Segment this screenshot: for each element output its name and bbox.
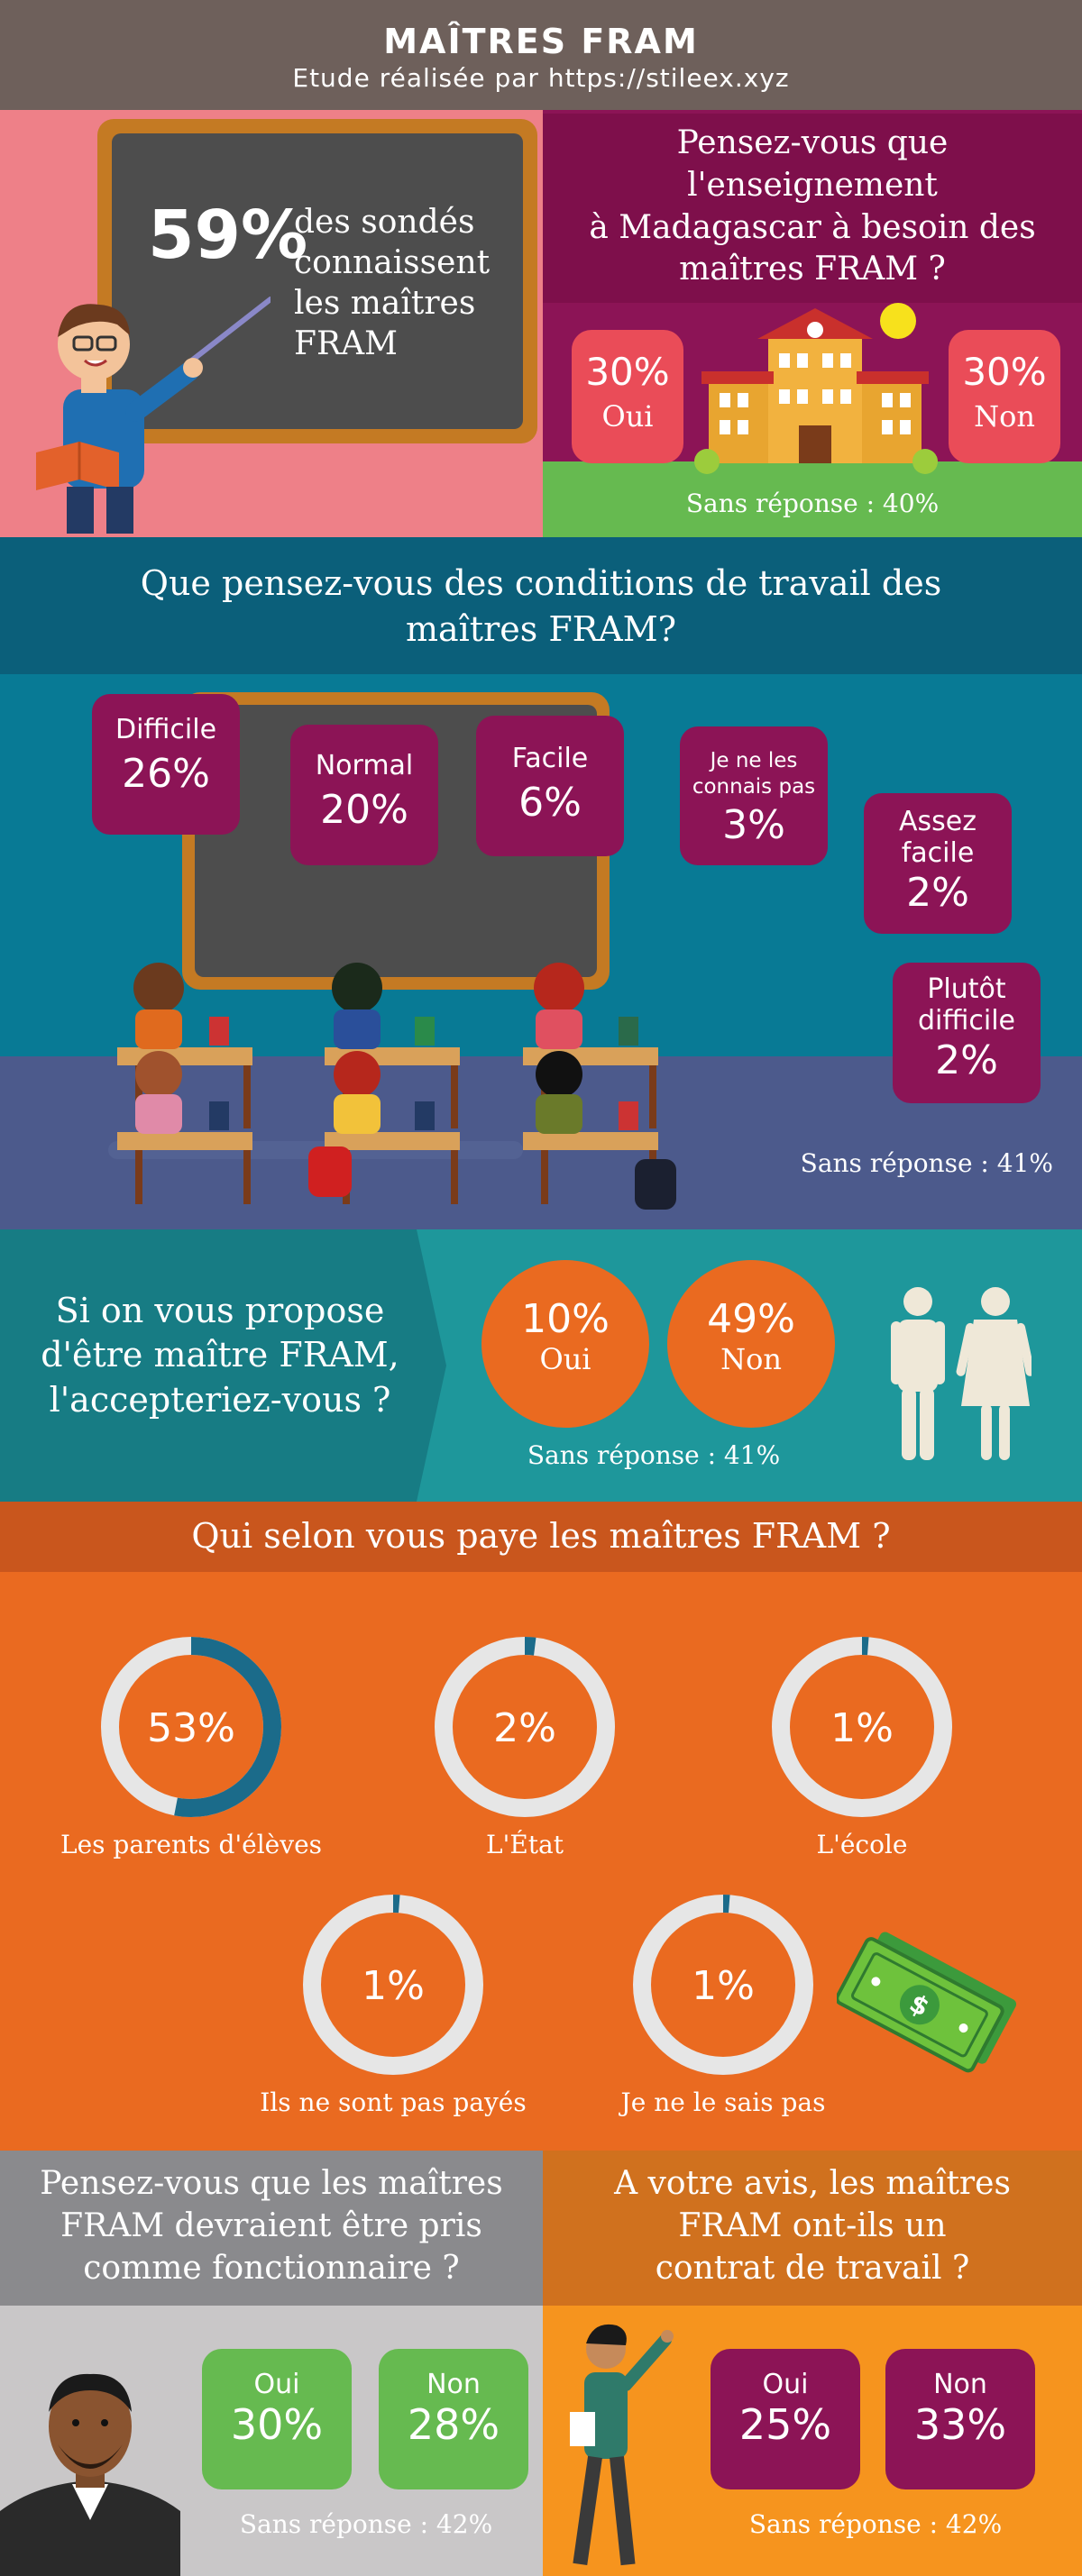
donut-value-label: 2% [493, 1705, 556, 1751]
donut-0: 53% [101, 1637, 281, 1817]
donut-slice [633, 1895, 813, 2075]
condition-plutot-difficile: Plutôt difficile 2% [893, 963, 1041, 1103]
donut-value-label: 1% [362, 1963, 425, 2009]
students-illustration [108, 963, 676, 1210]
awareness-section: 59% des sondés connaissent les maîtres F… [0, 110, 1082, 537]
civil-servant-yes: Oui 30% [202, 2349, 352, 2489]
need-yes-label: Oui [601, 399, 654, 434]
donut-value-label: 1% [830, 1705, 894, 1751]
civil-servant-no: Non 28% [379, 2349, 528, 2489]
donut-category-label: L'école [816, 1830, 908, 1859]
condition-facile: Facile 6% [476, 716, 624, 856]
donut-slice [101, 1637, 281, 1817]
contract-panel: A votre avis, les maîtres FRAM ont-ils u… [543, 2151, 1082, 2576]
payer-question: Qui selon vous paye les maîtres FRAM ? [0, 1502, 1082, 1572]
donut-slice [435, 1637, 615, 1817]
donut-category-label: Je ne le sais pas [620, 2087, 826, 2117]
awareness-panel: 59% des sondés connaissent les maîtres F… [0, 110, 543, 537]
need-no-answer: Sans réponse : 40% [685, 489, 940, 518]
need-panel: Pensez-vous que l'enseignement à Madagas… [543, 110, 1082, 537]
donut-slice [303, 1895, 483, 2075]
school-illustration [694, 303, 938, 474]
need-no-label: Non [974, 399, 1035, 434]
civil-servant-question: Pensez-vous que les maîtres FRAM devraie… [0, 2151, 543, 2306]
people-icon [891, 1287, 1032, 1460]
contract-no: Non 33% [885, 2349, 1035, 2489]
accept-question: Si on vous propose d'être maître FRAM, l… [41, 1291, 399, 1420]
donut-3: 1% [303, 1895, 483, 2075]
page-subtitle: Etude réalisée par https://stileex.xyz [292, 63, 790, 93]
condition-ne-connais-pas: Je ne les connais pas 3% [680, 726, 828, 865]
need-question: Pensez-vous que l'enseignement à Madagas… [543, 114, 1082, 303]
conditions-no-answer: Sans réponse : 41% [800, 1148, 1053, 1178]
accept-no: 49% Non [667, 1260, 835, 1428]
donut-slice [772, 1637, 952, 1817]
accept-yes: 10% Oui [481, 1260, 649, 1428]
donut-1: 2% [435, 1637, 615, 1817]
condition-assez-facile: Assez facile 2% [864, 793, 1012, 934]
donut-2: 1% [772, 1637, 952, 1817]
bottom-section: Pensez-vous que les maîtres FRAM devraie… [0, 2151, 1082, 2576]
awareness-text: des sondés connaissent les maîtres FRAM [294, 204, 491, 362]
need-no-value: 30% [962, 350, 1047, 394]
conditions-section: Que pensez-vous des conditions de travai… [0, 537, 1082, 1229]
accept-no-answer: Sans réponse : 41% [527, 1440, 781, 1470]
civil-servant-panel: Pensez-vous que les maîtres FRAM devraie… [0, 2151, 543, 2576]
contract-yes: Oui 25% [711, 2349, 860, 2489]
condition-normal: Normal 20% [290, 725, 438, 865]
donut-4: 1% [633, 1895, 813, 2075]
donut-category-label: Ils ne sont pas payés [260, 2087, 527, 2117]
donut-value-label: 1% [692, 1963, 755, 2009]
need-yes-value: 30% [585, 350, 670, 394]
civil-servant-no-answer: Sans réponse : 42% [239, 2509, 493, 2539]
man-illustration [0, 2373, 180, 2576]
payer-donut-chart: 53% 2% 1% 1% 1% [101, 1637, 952, 2075]
need-no-box: 30% Non [949, 330, 1060, 463]
accept-section: Si on vous propose d'être maître FRAM, l… [0, 1229, 1082, 1502]
contract-no-answer: Sans réponse : 42% [748, 2509, 1003, 2539]
donut-category-label: Les parents d'élèves [60, 1830, 323, 1859]
conditions-question: Que pensez-vous des conditions de travai… [0, 537, 1082, 674]
donut-category-label: L'État [486, 1830, 564, 1859]
condition-difficile: Difficile 26% [92, 694, 240, 835]
teacher-illustration [36, 297, 270, 534]
grass [543, 461, 1082, 537]
donut-value-label: 53% [147, 1705, 235, 1751]
payer-section: Qui selon vous paye les maîtres FRAM ? 5… [0, 1502, 1082, 2151]
contract-question: A votre avis, les maîtres FRAM ont-ils u… [543, 2151, 1082, 2306]
awareness-value: 59% [148, 196, 308, 274]
page-title: MAÎTRES FRAM [383, 22, 699, 61]
presenter-illustration [570, 2324, 674, 2566]
header: MAÎTRES FRAM Etude réalisée par https://… [0, 0, 1082, 110]
need-yes-box: 30% Oui [572, 330, 683, 463]
money-icon: $ [837, 1932, 1017, 2073]
chalkboard: 59% des sondés connaissent les maîtres F… [97, 119, 537, 443]
